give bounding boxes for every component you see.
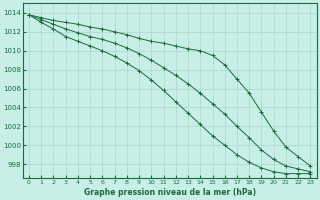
X-axis label: Graphe pression niveau de la mer (hPa): Graphe pression niveau de la mer (hPa)	[84, 188, 256, 197]
